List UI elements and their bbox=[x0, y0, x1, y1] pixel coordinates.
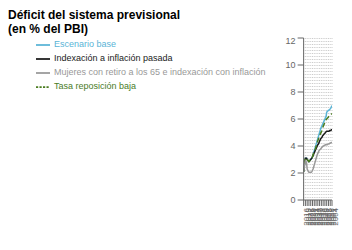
svg-text:12: 12 bbox=[286, 36, 296, 46]
svg-text:8: 8 bbox=[291, 87, 296, 97]
html-text:Escenario base: Escenario base bbox=[54, 39, 116, 50]
svg-text:4: 4 bbox=[291, 141, 296, 151]
svg-text:10: 10 bbox=[286, 60, 296, 70]
html-text:Tasa reposición baja: Tasa reposición baja bbox=[54, 81, 137, 92]
html-text:Déficit del sistema previsiona: Déficit del sistema previsional bbox=[8, 8, 181, 22]
svg-text:0: 0 bbox=[291, 195, 296, 205]
svg-text:2: 2 bbox=[291, 168, 296, 178]
svg-text:6: 6 bbox=[291, 114, 296, 124]
html-text:Indexación a inflación pasada: Indexación a inflación pasada bbox=[54, 53, 173, 64]
html-text:Mujeres con retiro a los 65 e: Mujeres con retiro a los 65 e indexación… bbox=[54, 67, 266, 78]
html-text:(en % del PBI): (en % del PBI) bbox=[8, 22, 88, 36]
svg-text:2064: 2064 bbox=[331, 207, 340, 225]
